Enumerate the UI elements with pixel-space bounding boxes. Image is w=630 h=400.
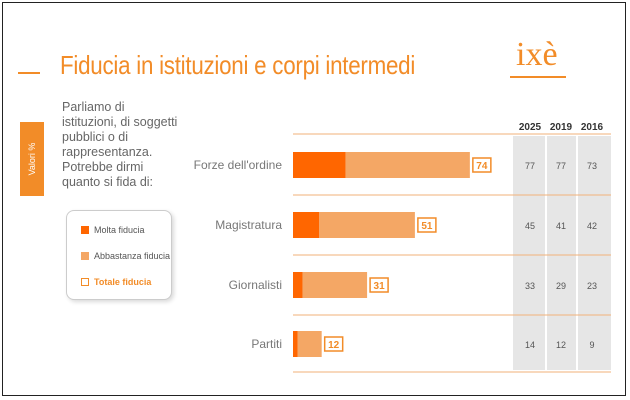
survey-question: Parliamo di istituzioni, di soggetti pub… <box>62 100 178 189</box>
category-label: Giornalisti <box>229 278 282 292</box>
history-value: 45 <box>525 221 535 231</box>
category-label: Forze dell'ordine <box>194 158 283 172</box>
legend-label-abbastanza: Abbastanza fiducia <box>94 251 171 261</box>
legend-label-totale: Totale fiducia <box>94 277 152 287</box>
history-value: 33 <box>525 281 535 291</box>
history-value: 29 <box>556 281 566 291</box>
history-value: 73 <box>587 161 597 171</box>
logo-underline <box>510 76 566 78</box>
bar-segment-abbastanza <box>319 212 415 238</box>
bar-segment-abbastanza <box>345 152 470 178</box>
total-value-label: 31 <box>374 281 386 292</box>
history-value: 77 <box>556 161 566 171</box>
history-panel <box>513 136 611 370</box>
chart-legend: Molta fiducia Abbastanza fiducia Totale … <box>66 210 172 300</box>
legend-item-totale: Totale fiducia <box>81 277 151 287</box>
total-value-label: 12 <box>328 340 340 351</box>
legend-swatch-totale <box>81 278 89 286</box>
bar-segment-molta <box>293 272 303 298</box>
total-value-label: 74 <box>476 161 488 172</box>
history-value: 77 <box>525 161 535 171</box>
bar-segment-molta <box>293 331 298 357</box>
history-value: 9 <box>589 340 594 350</box>
legend-item-abbastanza: Abbastanza fiducia <box>81 251 170 261</box>
title-accent-rule <box>18 72 40 74</box>
bar-segment-abbastanza <box>302 272 368 298</box>
legend-label-molta: Molta fiducia <box>94 225 145 235</box>
total-value-box <box>369 277 389 293</box>
bar-segment-abbastanza <box>297 331 322 357</box>
history-value: 41 <box>556 221 566 231</box>
bar-segment-molta <box>293 212 320 238</box>
legend-swatch-molta <box>81 226 89 234</box>
values-percent-tab: Valori % <box>20 122 44 196</box>
ixe-logo: ixè <box>516 36 558 73</box>
year-header-2019: 2019 <box>550 122 573 133</box>
legend-swatch-abbastanza <box>81 252 89 260</box>
year-header-2025: 2025 <box>519 122 542 133</box>
page-title: Fiducia in istituzioni e corpi intermedi <box>60 50 416 80</box>
bar-segment-molta <box>293 152 346 178</box>
total-value-box <box>472 157 492 173</box>
year-header-2016: 2016 <box>581 122 604 133</box>
history-value: 23 <box>587 281 597 291</box>
legend-item-molta: Molta fiducia <box>81 225 145 235</box>
category-label: Magistratura <box>215 218 282 232</box>
total-value-label: 51 <box>421 221 433 232</box>
total-value-box <box>417 217 437 233</box>
history-value: 14 <box>525 340 535 350</box>
total-value-box <box>323 336 344 352</box>
history-value: 12 <box>556 340 566 350</box>
category-label: Partiti <box>251 337 282 351</box>
history-value: 42 <box>587 221 597 231</box>
